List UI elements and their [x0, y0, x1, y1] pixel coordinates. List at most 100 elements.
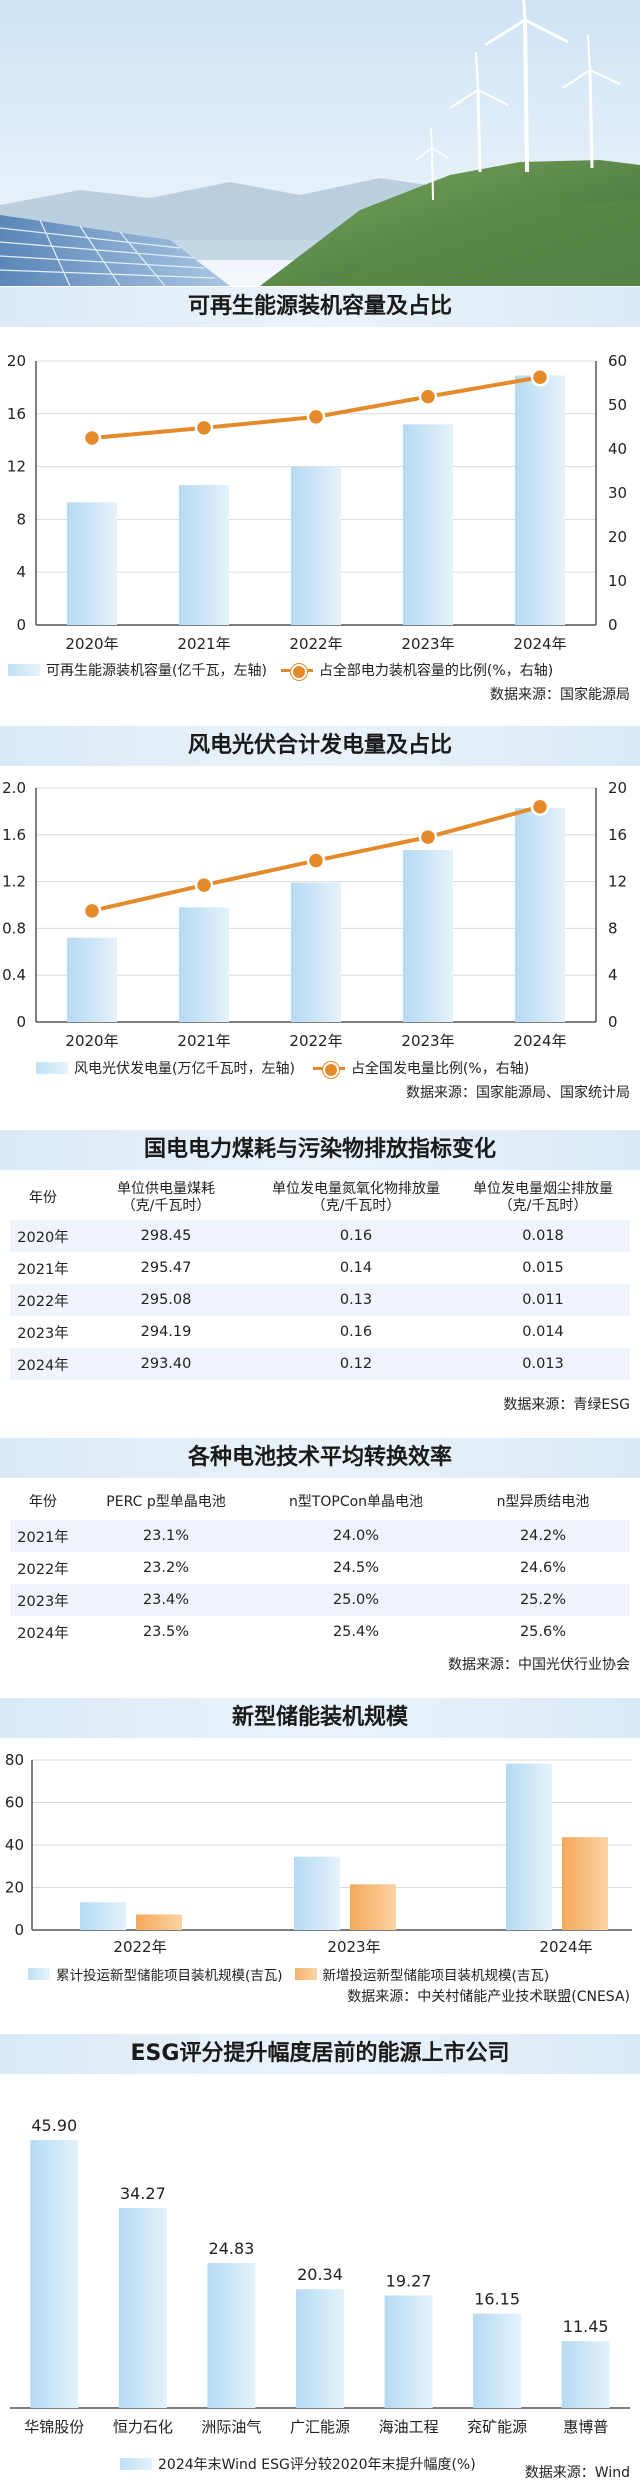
data-label: 34.27: [120, 2184, 166, 2203]
table2: 年份 PERC p型单晶电池 n型TOPCon单晶电池 n型异质结电池 2021年 23.…: [10, 1484, 630, 1648]
table-cell: 0.018: [456, 1220, 630, 1252]
y-tick-label: 80: [5, 1751, 24, 1769]
table2-title: 各种电池技术平均转换效率: [187, 1445, 452, 1470]
left-tick-label: 0: [16, 1013, 26, 1031]
left-tick-label: 0: [16, 616, 26, 634]
chart1-title-bar: 可再生能源装机容量及占比: [0, 287, 640, 327]
data-label: 24.83: [209, 2239, 255, 2258]
table-cell: 25.6%: [519, 1624, 567, 1640]
bar-new: [562, 1837, 608, 1930]
line-point: [306, 851, 326, 870]
bar: [67, 937, 117, 1022]
bar: [473, 2313, 522, 2408]
column-header: 年份: [29, 1189, 57, 1206]
table-cell: 0.12: [256, 1348, 456, 1380]
table-cell: 2023年: [17, 1325, 69, 1342]
x-tick-label: 2024年: [513, 635, 566, 650]
chart4-title-bar: ESG评分提升幅度居前的能源上市公司: [0, 2034, 640, 2074]
table-cell: 0.14: [339, 1260, 373, 1276]
chart2-title: 风电光伏合计发电量及占比: [187, 733, 452, 758]
legend-bar-swatch: [36, 1062, 68, 1074]
left-tick-label: 0.4: [2, 966, 26, 984]
right-tick-label: 12: [608, 873, 627, 891]
column-header: PERC p型单晶电池: [106, 1493, 226, 1510]
line-point: [418, 387, 438, 406]
bar-cumulative: [506, 1763, 552, 1930]
right-tick-label: 4: [608, 966, 618, 984]
table-cell: 23.2%: [142, 1560, 190, 1576]
line-point: [306, 407, 326, 427]
x-tick-label: 2023年: [401, 635, 454, 650]
table-cell: 0.013: [456, 1348, 630, 1380]
chart1-title: 可再生能源装机容量及占比: [187, 294, 452, 319]
chart2-title-bar: 风电光伏合计发电量及占比: [0, 726, 640, 766]
table-header-row: 年份 PERC p型单晶电池 n型TOPCon单晶电池 n型异质结电池: [10, 1484, 630, 1520]
table-row: 2020年 298.45 0.16 0.018: [10, 1220, 630, 1252]
legend-b-swatch: [294, 1968, 317, 1980]
x-tick-label: 海油工程: [379, 2418, 439, 2436]
x-tick-label: 恒力石化: [113, 2418, 173, 2436]
solar-panels: [0, 215, 230, 286]
left-tick-label: 20: [7, 352, 26, 370]
bar: [296, 2289, 344, 2408]
x-tick-label: 华锦股份: [24, 2418, 84, 2436]
x-tick-label: 2021年: [177, 635, 230, 650]
table-cell: 25.2%: [456, 1584, 630, 1616]
x-tick-label: 2022年: [289, 1032, 342, 1050]
bar: [515, 807, 565, 1022]
y-tick-label: 0: [14, 1921, 24, 1939]
chart2-legend-bar: 风电光伏发电量(万亿千瓦时，左轴): [74, 1061, 295, 1077]
table-row: 2022年 23.2% 24.5% 24.6%: [10, 1552, 630, 1584]
table-cell: 298.45: [76, 1220, 256, 1252]
table-cell: 25.0%: [256, 1584, 456, 1616]
legend-a-swatch: [28, 1968, 50, 1980]
chart4-svg: 45.90 华锦股份 34.27 恒力石化 24.83 洲际油气 20.34 广汇能源 19.2…: [10, 2116, 630, 2436]
bar: [179, 485, 229, 625]
x-tick-label: 2024年: [513, 1032, 566, 1050]
bar: [291, 882, 341, 1022]
right-tick-label: 20: [608, 779, 627, 797]
x-tick-label: 惠博普: [563, 2418, 608, 2436]
table1-source: 数据来源：青绿ESG: [503, 1397, 630, 1413]
table-row: 2022年 295.08 0.13 0.011: [10, 1284, 630, 1316]
chart1-legend-bar: 可再生能源装机容量(亿千瓦，左轴): [46, 663, 267, 679]
left-tick-label: 12: [7, 458, 26, 476]
table-cell: 2022年: [10, 1284, 76, 1316]
data-label: 19.27: [386, 2271, 432, 2290]
chart3-legend: 累计投运新型储能项目装机规模(吉瓦) 新增投运新型储能项目装机规模(吉瓦): [28, 1964, 549, 1984]
x-tick-label: 2024年: [539, 1938, 592, 1956]
bar: [118, 2207, 167, 2408]
right-tick-label: 0: [608, 616, 618, 634]
table-cell: 24.5%: [332, 1560, 380, 1576]
right-tick-label: 20: [608, 528, 627, 546]
table-cell: 23.4%: [76, 1584, 256, 1616]
table-cell: 2021年: [17, 1261, 69, 1278]
chart3-title: 新型储能装机规模: [231, 1705, 408, 1730]
bar-new: [350, 1884, 396, 1930]
table1: 年份 单位供电量煤耗 （克/千瓦时） 单位发电量氮氧化物排放量 （克/千瓦时） 单位发电量…: [10, 1176, 630, 1380]
table-cell: 2020年: [10, 1220, 76, 1252]
bar: [30, 2140, 79, 2408]
right-tick-label: 10: [608, 572, 627, 590]
x-tick-label: 兖矿能源: [467, 2418, 527, 2436]
bar: [67, 502, 117, 625]
table2-source: 数据来源：中国光伏行业协会: [448, 1657, 630, 1673]
right-tick-label: 0: [608, 1013, 618, 1031]
chart3-source: 数据来源：中关村储能产业技术联盟(CNESA): [347, 1989, 630, 2005]
y-tick-label: 20: [5, 1879, 24, 1897]
x-tick-label: 2022年: [113, 1938, 166, 1956]
table-cell: 293.40: [76, 1348, 256, 1380]
left-tick-label: 1.2: [2, 873, 26, 891]
left-tick-label: 0.8: [2, 919, 26, 937]
bar: [207, 2263, 256, 2408]
table-cell: 294.19: [140, 1324, 192, 1340]
legend-line-swatch: [280, 663, 313, 680]
right-tick-label: 40: [608, 440, 627, 458]
table1-title: 国电电力煤耗与污染物排放指标变化: [143, 1137, 496, 1162]
right-tick-label: 8: [608, 919, 618, 937]
data-label: 11.45: [563, 2317, 609, 2336]
left-tick-label: 2.0: [2, 779, 26, 797]
table-cell: 295.47: [140, 1260, 192, 1276]
bar: [179, 907, 229, 1022]
left-tick-label: 8: [16, 510, 26, 528]
